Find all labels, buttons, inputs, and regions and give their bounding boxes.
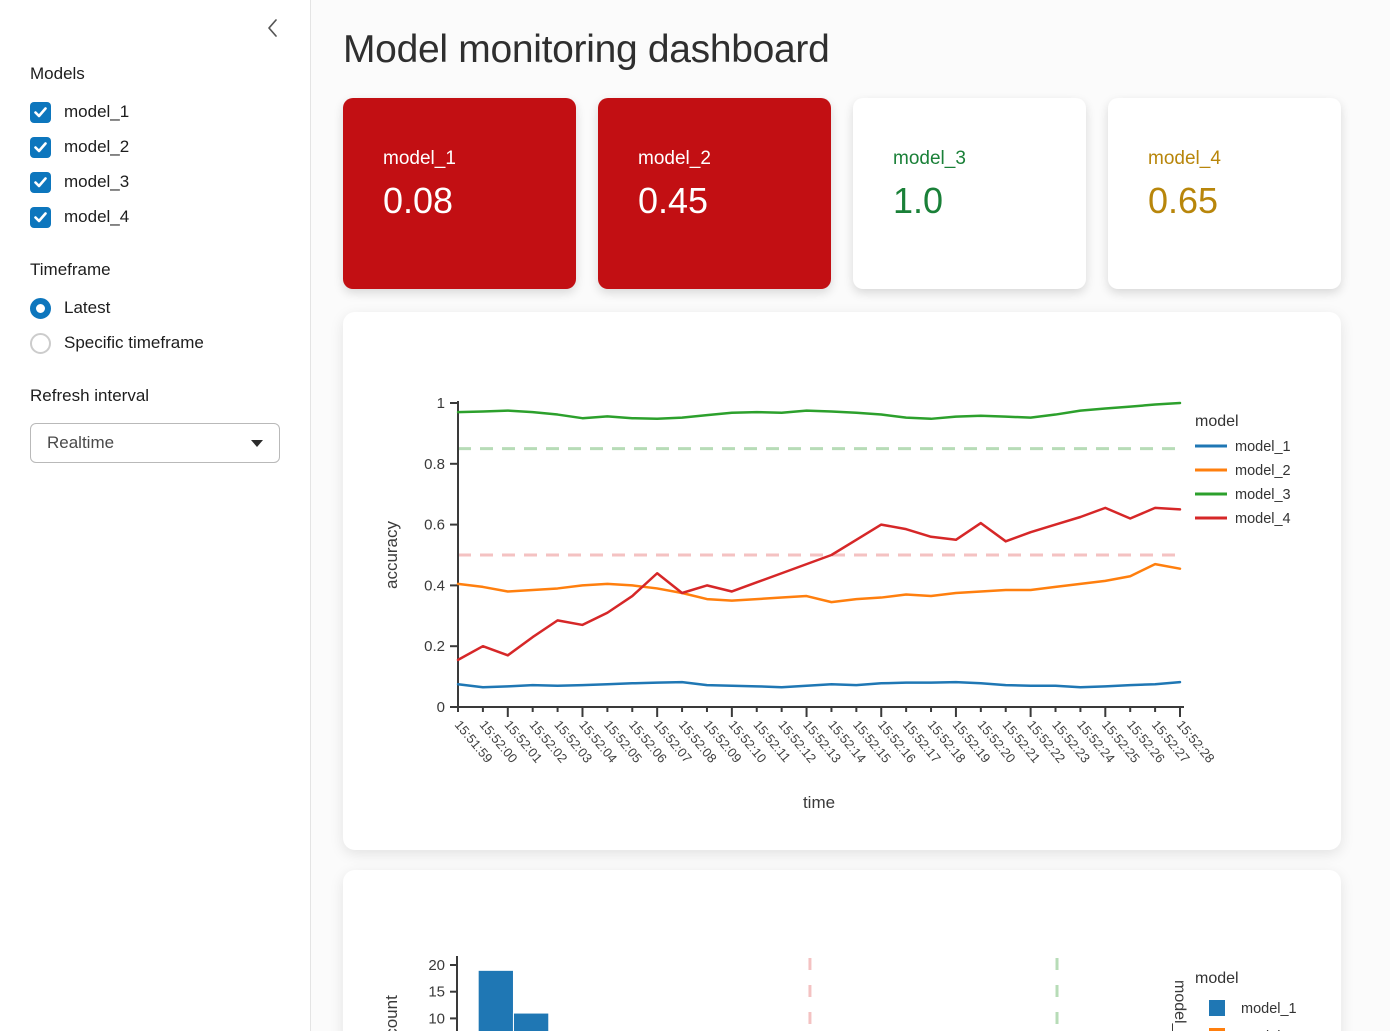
svg-text:0.2: 0.2	[424, 638, 445, 655]
model-2-checkbox-row[interactable]: model_2	[30, 135, 129, 159]
checkbox-label[interactable]: model_1	[64, 102, 130, 121]
metric-card-value: 0.65	[1148, 180, 1219, 221]
svg-text:model: model	[1195, 413, 1239, 430]
metric-card-model-2: model_2 0.45	[598, 98, 831, 289]
timeframe-latest-radio-row[interactable]: Latest	[30, 296, 110, 320]
metric-card-model-4: model_4 0.65	[1108, 98, 1341, 289]
svg-text:0.8: 0.8	[424, 456, 445, 473]
page-title: Model monitoring dashboard	[343, 28, 830, 71]
metric-card-value: 0.08	[383, 180, 454, 221]
refresh-interval-select[interactable]: Realtime	[30, 423, 280, 463]
svg-text:20: 20	[428, 957, 445, 974]
chevron-down-icon	[251, 439, 263, 447]
checkbox-checked-icon[interactable]	[30, 171, 51, 193]
checkbox-label[interactable]: model_4	[64, 207, 130, 226]
svg-text:model_4: model_4	[1235, 511, 1291, 527]
svg-text:time: time	[803, 793, 835, 812]
metric-card-value: 1.0	[893, 180, 944, 221]
metric-card-label: model_1	[383, 148, 456, 169]
svg-text:model_2: model_2	[1235, 463, 1291, 479]
accuracy-line-chart-card: 0 0.2 0.4 0.6 0.8 1 15:51:59 15:52:00 15:52:01 15…	[343, 312, 1341, 850]
collapse-sidebar-button[interactable]	[260, 16, 286, 42]
radio-selected-icon[interactable]	[30, 297, 51, 319]
sidebar: Models model_1 model_2 model_3 model_4	[0, 0, 311, 1031]
checkbox-checked-icon[interactable]	[30, 206, 51, 228]
timeframe-specific-radio-row[interactable]: Specific timeframe	[30, 331, 204, 355]
timeframe-section-label: Timeframe	[30, 260, 111, 279]
model-3-checkbox-row[interactable]: model_3	[30, 170, 129, 194]
metric-card-model-3: model_3 1.0	[853, 98, 1086, 289]
svg-text:0: 0	[437, 699, 445, 716]
svg-text:model_1: model_1	[1235, 439, 1291, 455]
svg-text:model_2: model_2	[1241, 1029, 1297, 1031]
checkbox-label[interactable]: model_3	[64, 172, 130, 191]
svg-text:10: 10	[428, 1010, 445, 1027]
metric-card-label: model_3	[893, 148, 966, 169]
metric-card-label: model_4	[1148, 148, 1221, 169]
metric-card-value: 0.45	[638, 180, 709, 221]
model-4-checkbox-row[interactable]: model_4	[30, 205, 129, 229]
svg-text:1: 1	[437, 395, 445, 412]
chevron-left-icon	[265, 17, 281, 42]
svg-text:0.4: 0.4	[424, 577, 445, 594]
checkbox-checked-icon[interactable]	[30, 101, 51, 123]
svg-text:count: count	[382, 995, 401, 1031]
svg-text:15: 15	[428, 984, 445, 1001]
accuracy-line-chart[interactable]: 00.20.40.60.8115:51:5915:52:0015:52:0115…	[343, 312, 1341, 850]
radio-unselected-icon[interactable]	[30, 332, 51, 354]
refresh-interval-label: Refresh interval	[30, 386, 150, 405]
svg-text:model_1: model_1	[1171, 980, 1188, 1031]
svg-text:accuracy: accuracy	[382, 520, 401, 589]
models-section-label: Models	[30, 64, 85, 83]
metric-card-label: model_2	[638, 148, 711, 169]
svg-text:model_1: model_1	[1241, 1001, 1297, 1017]
refresh-interval-value: Realtime	[47, 433, 115, 452]
checkbox-checked-icon[interactable]	[30, 136, 51, 158]
checkbox-label[interactable]: model_2	[64, 137, 130, 156]
svg-text:model: model	[1195, 970, 1239, 987]
radio-label[interactable]: Latest	[64, 298, 111, 317]
svg-text:0.6: 0.6	[424, 517, 445, 534]
radio-label[interactable]: Specific timeframe	[64, 333, 204, 352]
svg-text:model_3: model_3	[1235, 487, 1291, 503]
metric-card-model-1: model_1 0.08	[343, 98, 576, 289]
model-1-checkbox-row[interactable]: model_1	[30, 100, 129, 124]
